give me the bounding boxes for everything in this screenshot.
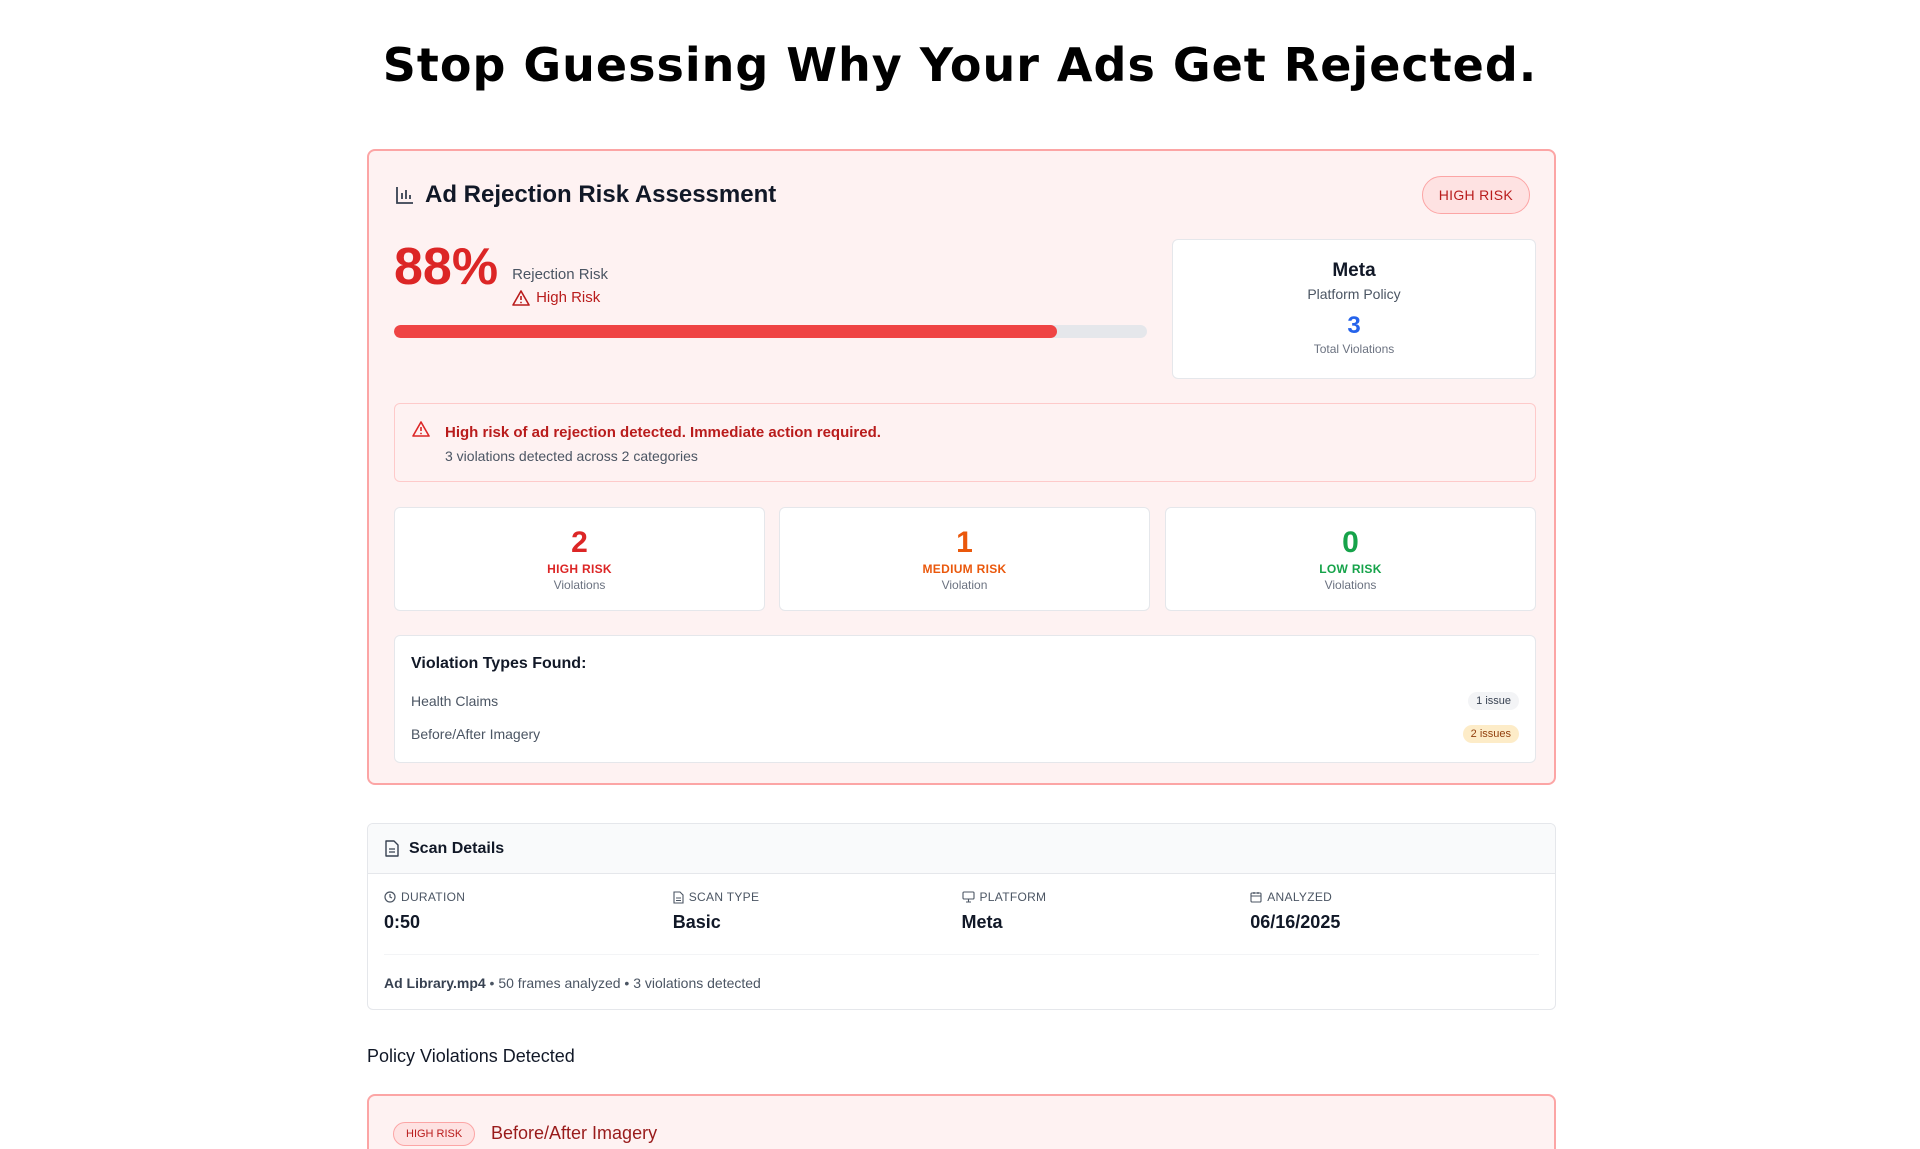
scan-summary: Ad Library.mp4 • 50 frames analyzed • 3 … xyxy=(384,975,761,991)
stat-level: MEDIUM RISK xyxy=(922,562,1007,576)
scan-field-value: Meta xyxy=(961,912,1003,932)
scan-file-name: Ad Library.mp4 xyxy=(384,975,486,991)
scan-type: SCAN TYPE Basic xyxy=(673,890,962,933)
risk-card-header: Ad Rejection Risk Assessment xyxy=(395,181,776,209)
stat-level: HIGH RISK xyxy=(547,562,612,576)
clock-icon xyxy=(384,891,396,903)
stat-medium-risk: 1 MEDIUM RISK Violation xyxy=(779,507,1150,611)
stat-sub: Violations xyxy=(1324,578,1377,592)
scan-field-label: SCAN TYPE xyxy=(688,890,760,904)
alert-title: High risk of ad rejection detected. Imme… xyxy=(445,424,881,441)
risk-percent: 88% xyxy=(394,238,499,296)
scan-summary-text: • 50 frames analyzed • 3 violations dete… xyxy=(485,975,761,991)
scan-platform: PLATFORM Meta xyxy=(962,890,1251,933)
calendar-icon xyxy=(1250,892,1262,903)
risk-progress-bar xyxy=(394,325,1147,338)
scan-details-card: Scan Details DURATION 0:50 SCAN TYPE Bas… xyxy=(367,823,1556,1010)
platform-policy-label: Platform Policy xyxy=(1307,286,1401,302)
rejection-risk-label: Rejection Risk xyxy=(512,266,608,283)
policy-violations-heading: Policy Violations Detected xyxy=(367,1046,575,1066)
page-headline: Stop Guessing Why Your Ads Get Rejected. xyxy=(382,38,1538,92)
document-icon xyxy=(673,890,684,904)
issue-count-badge: 1 issue xyxy=(1468,692,1519,710)
scan-details-title: Scan Details xyxy=(409,839,505,857)
stat-sub: Violations xyxy=(553,578,606,592)
violation-risk-badge: HIGH RISK xyxy=(393,1122,476,1146)
violation-card[interactable]: HIGH RISK Before/After Imagery xyxy=(367,1094,1556,1149)
stat-level: LOW RISK xyxy=(1319,562,1382,576)
issue-count-badge: 2 issues xyxy=(1462,725,1519,743)
stat-low-risk: 0 LOW RISK Violations xyxy=(1165,507,1536,611)
stat-sub: Violation xyxy=(941,578,988,592)
risk-assessment-card: Ad Rejection Risk Assessment HIGH RISK 8… xyxy=(367,149,1556,785)
scan-duration: DURATION 0:50 xyxy=(384,890,673,933)
scan-analyzed: ANALYZED 06/16/2025 xyxy=(1250,890,1539,933)
risk-level-text: High Risk xyxy=(536,289,601,306)
violation-type-row: Before/After Imagery 2 issues xyxy=(411,722,1519,746)
risk-card-title: Ad Rejection Risk Assessment xyxy=(425,181,777,208)
violation-title: Before/After Imagery xyxy=(491,1123,658,1143)
monitor-icon xyxy=(961,891,975,903)
stat-number: 0 xyxy=(1342,526,1359,559)
platform-name: Meta xyxy=(1332,260,1376,281)
violation-type-name: Before/After Imagery xyxy=(411,726,541,742)
risk-progress-fill xyxy=(394,325,1057,338)
risk-alert: High risk of ad rejection detected. Imme… xyxy=(394,403,1536,482)
risk-level-label: High Risk xyxy=(512,289,608,306)
violation-type-row: Health Claims 1 issue xyxy=(411,689,1519,713)
scan-field-value: 06/16/2025 xyxy=(1250,912,1341,932)
violation-types-panel: Violation Types Found: Health Claims 1 i… xyxy=(394,635,1536,763)
risk-score: 88% Rejection Risk High Risk xyxy=(394,239,608,306)
stat-high-risk: 2 HIGH RISK Violations xyxy=(394,507,765,611)
scan-field-label: PLATFORM xyxy=(979,890,1047,904)
stat-number: 2 xyxy=(571,526,588,559)
divider xyxy=(384,954,1539,955)
stat-number: 1 xyxy=(956,526,973,559)
document-icon xyxy=(385,840,399,857)
scan-field-label: ANALYZED xyxy=(1267,890,1333,904)
scan-details-header: Scan Details xyxy=(368,824,1555,874)
warning-icon xyxy=(512,289,530,306)
platform-summary: Meta Platform Policy 3 Total Violations xyxy=(1172,239,1536,379)
total-violations-count: 3 xyxy=(1347,312,1361,339)
violation-type-name: Health Claims xyxy=(411,693,499,709)
scan-field-value: Basic xyxy=(672,912,721,932)
risk-level-badge: HIGH RISK xyxy=(1421,176,1530,214)
total-violations-label: Total Violations xyxy=(1313,342,1395,356)
alert-subtitle: 3 violations detected across 2 categorie… xyxy=(445,448,698,464)
scan-field-label: DURATION xyxy=(401,890,466,904)
violation-types-heading: Violation Types Found: xyxy=(411,655,587,672)
bar-chart-icon xyxy=(396,187,413,204)
warning-icon xyxy=(412,421,430,437)
scan-field-value: 0:50 xyxy=(384,912,421,932)
